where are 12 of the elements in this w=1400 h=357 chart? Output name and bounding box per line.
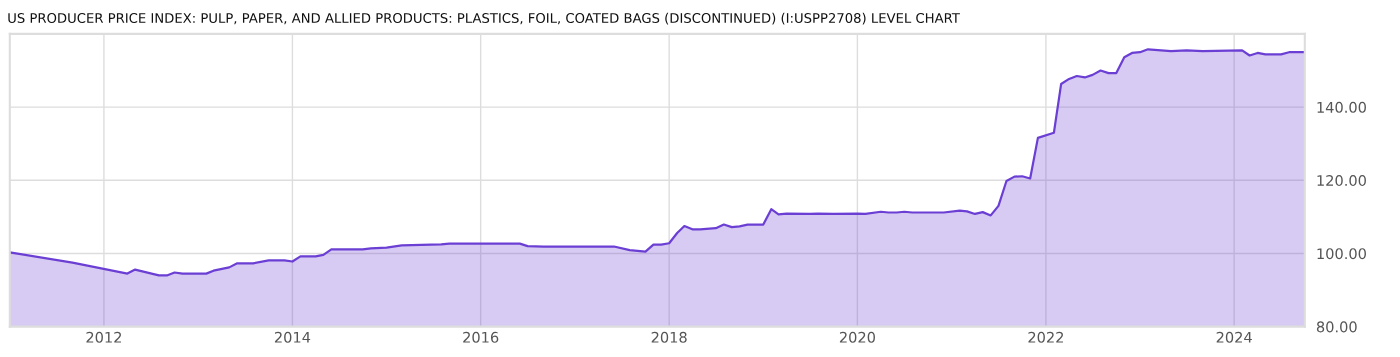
x-tick-label: 2016 (463, 331, 499, 343)
x-tick-label: 2024 (1216, 331, 1252, 343)
x-tick-label: 2022 (1028, 331, 1063, 343)
chart-title: US PRODUCER PRICE INDEX: PULP, PAPER, AND ALLIED PRODUCTS: PLASTICS, FOIL, COATED BAGS (DISCONTINUED) (I:USPP2708) LEVEL CHART (8, 12, 960, 25)
x-tick-label: 2020 (839, 331, 875, 343)
x-tick-label: 2018 (651, 331, 687, 343)
y-tick-label: 120.00 (1317, 175, 1366, 187)
y-tick-label: 80.00 (1316, 321, 1357, 333)
x-tick-label: 2014 (274, 331, 311, 343)
x-tick-label: 2012 (86, 331, 122, 343)
y-tick-label: 100.00 (1317, 248, 1366, 260)
y-tick-label: 140.00 (1317, 101, 1366, 113)
